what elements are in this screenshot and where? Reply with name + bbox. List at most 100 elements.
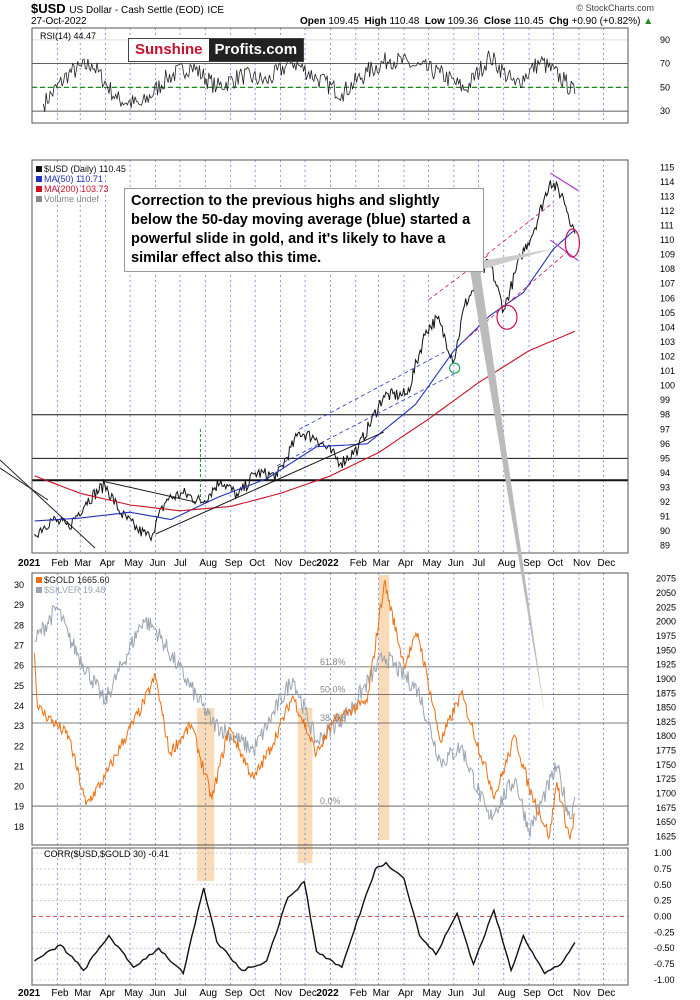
usd-tick-label: 89 bbox=[660, 541, 670, 551]
gold-tick-label: 2050 bbox=[656, 588, 676, 598]
gold-tick-label: 1700 bbox=[656, 788, 676, 798]
usd-tick-label: 90 bbox=[660, 526, 670, 536]
corr-tick-label: 1.00 bbox=[654, 848, 672, 858]
up-arrow-icon: ▲ bbox=[643, 16, 654, 27]
corr-tick-label: -0.50 bbox=[654, 943, 675, 953]
grid-lines bbox=[31, 28, 628, 985]
usd-tick-label: 112 bbox=[660, 206, 674, 216]
channel-line bbox=[277, 373, 455, 467]
silver-tick-label: 29 bbox=[14, 600, 24, 610]
axis-labels: 20212021FebFebMarMarAprAprMayMayJunJunJu… bbox=[14, 31, 676, 999]
gold-tick-label: 1650 bbox=[656, 817, 676, 827]
x-tick-label-bottom: Oct bbox=[249, 988, 265, 999]
usd-legend-entry: MA(200) 103.73 bbox=[44, 184, 109, 194]
rsi-tick-label: 90 bbox=[660, 35, 670, 45]
corr-tick-label: 0.75 bbox=[654, 864, 672, 874]
x-tick-label-top: May bbox=[124, 558, 143, 569]
usd-tick-label: 104 bbox=[660, 322, 675, 332]
x-tick-label-bottom: Aug bbox=[498, 988, 516, 999]
usd-tick-label: 97 bbox=[660, 424, 670, 434]
fib-level-label: 0.0% bbox=[320, 796, 341, 806]
usd-tick-label: 94 bbox=[660, 468, 670, 478]
legend-swatch bbox=[36, 166, 42, 172]
rsi-line bbox=[43, 50, 576, 112]
usd-tick-label: 106 bbox=[660, 293, 675, 303]
x-tick-label-top: Aug bbox=[199, 558, 217, 569]
trendline bbox=[104, 481, 196, 503]
channel-line bbox=[464, 201, 554, 273]
usd-tick-label: 91 bbox=[660, 512, 670, 522]
corr-tick-label: 0.00 bbox=[654, 912, 672, 922]
x-tick-label-top: Dec bbox=[597, 558, 615, 569]
x-tick-label-top: Jul bbox=[174, 558, 187, 569]
x-tick-label-bottom: Sep bbox=[523, 988, 541, 999]
ohlc-readout: Open 109.45 High 110.48 Low 109.36 Close… bbox=[300, 16, 654, 27]
corr-tick-label: 0.25 bbox=[654, 896, 672, 906]
usd-tick-label: 92 bbox=[660, 497, 670, 507]
x-tick-label-bottom: Feb bbox=[350, 988, 368, 999]
trendline bbox=[0, 459, 96, 549]
x-tick-label-bottom: Feb bbox=[51, 988, 69, 999]
gold-tick-label: 1750 bbox=[656, 760, 676, 770]
usd-tick-label: 95 bbox=[660, 453, 670, 463]
x-tick-label-top: Aug bbox=[498, 558, 516, 569]
x-tick-label-top: Nov bbox=[275, 558, 293, 569]
silver-tick-label: 22 bbox=[14, 741, 24, 751]
usd-tick-label: 108 bbox=[660, 264, 675, 274]
corr-legend: CORR($USD,$GOLD 30) -0.41 bbox=[44, 849, 169, 859]
x-tick-label-top: Jun bbox=[149, 558, 165, 569]
silver-tick-label: 25 bbox=[14, 681, 24, 691]
gold-tick-label: 1625 bbox=[656, 831, 676, 841]
sunshine-profits-logo: Sunshine Profits.com bbox=[128, 38, 305, 62]
gold-legend-entry: $GOLD 1665.60 bbox=[44, 575, 110, 585]
x-tick-label-top: Oct bbox=[249, 558, 265, 569]
usd-tick-label: 110 bbox=[660, 235, 674, 245]
legend-swatch bbox=[36, 587, 42, 593]
trendline bbox=[155, 431, 384, 535]
panel-border bbox=[31, 27, 629, 124]
x-tick-label-top: May bbox=[423, 558, 442, 569]
highlight-band bbox=[197, 708, 215, 881]
instrument-name: US Dollar - Cash Settle (EOD) bbox=[69, 5, 204, 16]
gold-tick-label: 1975 bbox=[656, 631, 676, 641]
gold-tick-label: 1875 bbox=[656, 688, 676, 698]
x-tick-label-bottom: 2022 bbox=[316, 988, 339, 999]
x-tick-label-top: Oct bbox=[548, 558, 564, 569]
silver-tick-label: 26 bbox=[14, 661, 24, 671]
x-tick-label-bottom: Apr bbox=[100, 988, 116, 999]
rsi-tick-label: 50 bbox=[660, 82, 670, 92]
x-tick-label-bottom: Aug bbox=[199, 988, 217, 999]
gold-tick-label: 1800 bbox=[656, 731, 676, 741]
usd-tick-label: 115 bbox=[660, 162, 674, 172]
corr-tick-label: -0.75 bbox=[654, 959, 675, 969]
x-tick-label-bottom: Jun bbox=[448, 988, 464, 999]
rsi-tick-label: 30 bbox=[660, 106, 670, 116]
corr-tick-label: 0.50 bbox=[654, 880, 672, 890]
panel-border bbox=[31, 847, 629, 986]
usd-tick-label: 109 bbox=[660, 250, 675, 260]
silver-tick-label: 18 bbox=[14, 822, 24, 832]
gold-tick-label: 1675 bbox=[656, 803, 676, 813]
silver-tick-label: 30 bbox=[14, 580, 24, 590]
silver-tick-label: 21 bbox=[14, 761, 24, 771]
gold-line bbox=[34, 579, 576, 840]
gold-pointer bbox=[470, 270, 545, 715]
x-tick-label-bottom: May bbox=[124, 988, 143, 999]
fib-level-label: 61.8% bbox=[320, 657, 346, 667]
gold-tick-label: 2000 bbox=[656, 617, 676, 627]
x-tick-label-top: Jun bbox=[448, 558, 464, 569]
fib-level-label: 50.0% bbox=[320, 684, 346, 694]
usd-tick-label: 114 bbox=[660, 177, 674, 187]
circle-annotation bbox=[496, 304, 518, 330]
x-tick-label-top: Nov bbox=[573, 558, 591, 569]
panel-frames bbox=[31, 27, 629, 986]
logo-part-1: Sunshine bbox=[129, 39, 209, 61]
gold-tick-label: 1925 bbox=[656, 660, 676, 670]
credit-text: © StockCharts.com bbox=[576, 3, 654, 13]
exchange-name: ICE bbox=[207, 5, 225, 16]
wedge-line bbox=[549, 239, 579, 261]
fib-level-label: 38.2% bbox=[320, 713, 346, 723]
usd-tick-label: 100 bbox=[660, 381, 675, 391]
gold-tick-label: 1775 bbox=[656, 746, 676, 756]
